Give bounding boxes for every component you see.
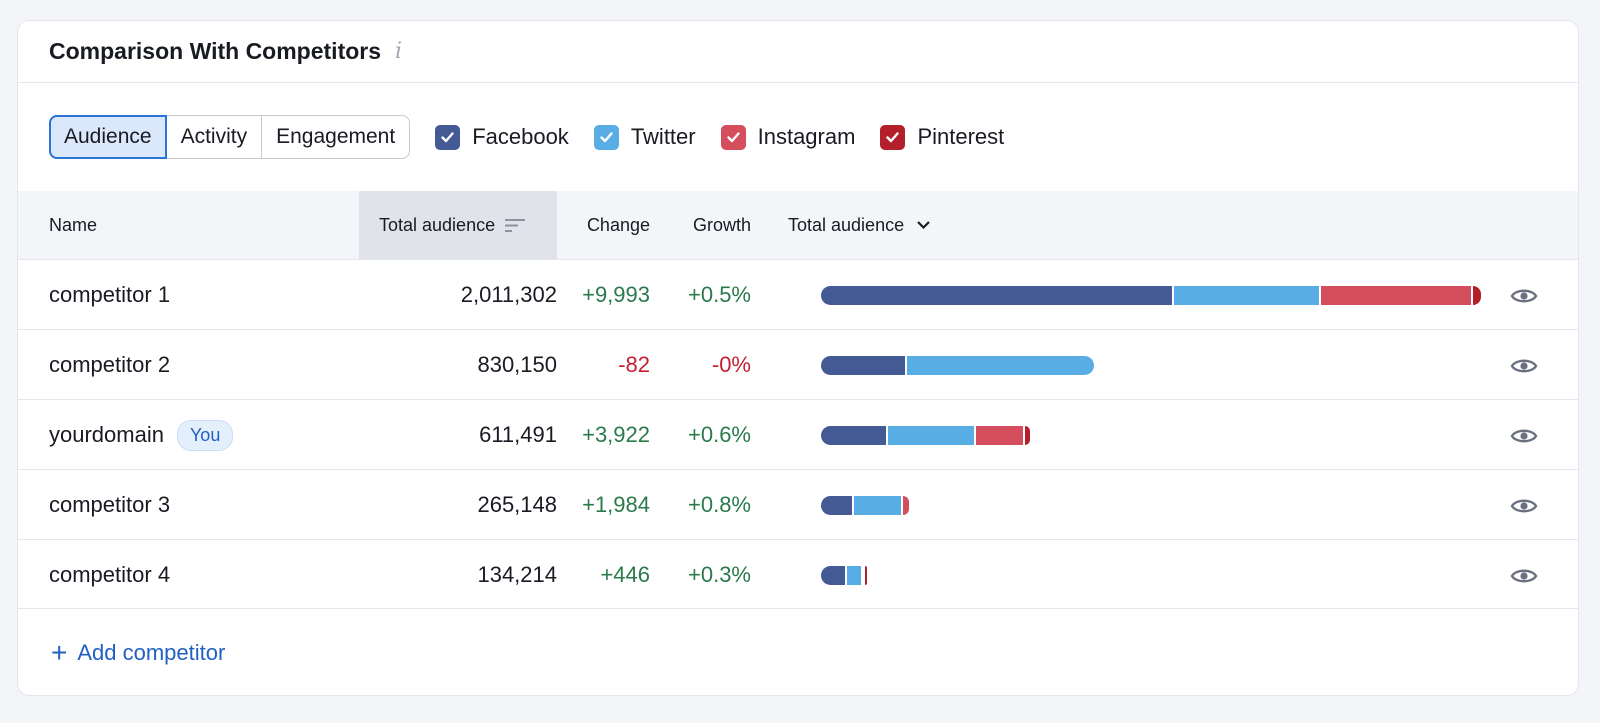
add-competitor-button[interactable]: + Add competitor	[51, 639, 225, 667]
audience-bar[interactable]	[821, 566, 867, 585]
change-value: +3,922	[582, 422, 650, 447]
legend-item-instagram[interactable]: Instagram	[720, 124, 856, 150]
competitor-name[interactable]: competitor 3	[49, 492, 171, 517]
audience-bar[interactable]	[821, 356, 1094, 375]
checkbox-pinterest[interactable]	[880, 124, 906, 150]
eye-icon[interactable]	[1510, 492, 1538, 520]
competitor-name[interactable]: competitor 2	[49, 352, 171, 377]
growth-value: +0.5%	[688, 282, 751, 307]
growth-value: +0.8%	[688, 492, 751, 517]
card-header: Comparison With Competitors i	[18, 21, 1578, 83]
bar-segment-pinterest	[865, 566, 867, 585]
total-audience-value: 830,150	[477, 352, 557, 377]
growth-value: +0.3%	[688, 562, 751, 587]
audience-bar[interactable]	[821, 426, 1030, 445]
legend-label: Twitter	[630, 124, 696, 149]
table-row: competitor 4 134,214 +446 +0.3%	[18, 539, 1578, 609]
legend-item-twitter[interactable]: Twitter	[593, 124, 696, 150]
bar-segment-twitter	[854, 496, 903, 515]
total-audience-value: 2,011,302	[460, 282, 557, 307]
you-badge: You	[176, 419, 234, 451]
bar-segment-pinterest	[1025, 426, 1030, 445]
tab-activity[interactable]: Activity	[167, 116, 263, 158]
growth-value: +0.6%	[688, 422, 751, 447]
legend-label: Pinterest	[917, 124, 1005, 149]
change-value: +1,984	[582, 492, 650, 517]
total-audience-value: 134,214	[477, 562, 557, 587]
checkbox-twitter[interactable]	[593, 124, 619, 150]
change-value: +9,993	[582, 282, 650, 307]
total-audience-value: 611,491	[479, 422, 557, 447]
eye-icon[interactable]	[1510, 422, 1538, 450]
bar-segment-twitter	[847, 566, 863, 585]
legend-item-facebook[interactable]: Facebook	[435, 124, 569, 150]
bar-segment-instagram	[903, 496, 909, 515]
bar-segment-instagram	[976, 426, 1025, 445]
plus-icon: +	[51, 637, 68, 668]
tab-audience[interactable]: Audience	[49, 115, 167, 159]
table-row: competitor 1 2,011,302 +9,993 +0.5%	[18, 259, 1578, 329]
check-icon	[441, 131, 454, 142]
column-total-audience[interactable]: Total audience	[359, 191, 557, 259]
bar-segment-twitter	[888, 426, 976, 445]
eye-icon[interactable]	[1510, 352, 1538, 380]
audience-bar[interactable]	[821, 496, 909, 515]
row-name: competitor 4	[49, 540, 170, 610]
bar-segment-facebook	[821, 286, 1174, 305]
checkbox-instagram[interactable]	[720, 124, 746, 150]
row-name: competitor 2	[49, 330, 170, 400]
legend-item-pinterest[interactable]: Pinterest	[880, 124, 1004, 150]
bar-segment-facebook	[821, 496, 854, 515]
row-name: competitor 1	[49, 260, 170, 330]
table-row: competitor 3 265,148 +1,984 +0.8%	[18, 469, 1578, 539]
competitor-name[interactable]: competitor 4	[49, 562, 171, 587]
change-value: +446	[600, 562, 650, 587]
bar-segment-twitter	[1174, 286, 1321, 305]
change-value: -82	[618, 352, 650, 377]
column-change[interactable]: Change	[586, 214, 650, 235]
row-name: yourdomain You	[49, 400, 234, 470]
bar-segment-facebook	[821, 426, 888, 445]
competitor-name[interactable]: yourdomain	[49, 422, 164, 447]
table-header: Name Total audience Change Growth Total …	[18, 191, 1578, 259]
legend-label: Instagram	[757, 124, 856, 149]
table-row: yourdomain You 611,491 +3,922 +0.6%	[18, 399, 1578, 469]
check-icon	[726, 131, 740, 142]
total-audience-value: 265,148	[477, 492, 557, 517]
card-title: Comparison With Competitors	[49, 38, 382, 64]
eye-icon[interactable]	[1510, 562, 1538, 590]
add-competitor-label: Add competitor	[77, 640, 226, 665]
column-total-audience-label: Total audience	[379, 214, 496, 235]
comparison-card: Comparison With Competitors i Audience A…	[17, 20, 1579, 696]
bar-segment-pinterest	[1473, 286, 1481, 305]
bar-segment-instagram	[1321, 286, 1473, 305]
metric-tabs: Audience Activity Engagement	[49, 115, 411, 159]
legend-label: Facebook	[472, 124, 569, 149]
checkbox-facebook[interactable]	[435, 124, 461, 150]
competitor-name[interactable]: competitor 1	[49, 282, 171, 307]
bar-segment-facebook	[821, 356, 907, 375]
bar-segment-facebook	[821, 566, 847, 585]
column-chart[interactable]: Total audience	[788, 191, 931, 259]
column-name[interactable]: Name	[49, 214, 98, 235]
check-icon	[600, 131, 613, 142]
row-name: competitor 3	[49, 470, 170, 540]
bar-segment-twitter	[907, 356, 1094, 375]
column-growth[interactable]: Growth	[692, 214, 751, 235]
audience-bar[interactable]	[821, 286, 1481, 305]
table-row: competitor 2 830,150 -82 -0%	[18, 329, 1578, 399]
table-body: competitor 1 2,011,302 +9,993 +0.5% competit…	[18, 259, 1578, 609]
info-icon[interactable]: i	[395, 38, 403, 64]
bar-segment-instagram	[863, 566, 865, 585]
check-icon	[886, 131, 900, 142]
growth-value: -0%	[711, 352, 751, 377]
controls-bar: Audience Activity Engagement Facebook Twi…	[18, 83, 1578, 191]
column-chart-label: Total audience	[788, 214, 905, 235]
eye-icon[interactable]	[1510, 282, 1538, 310]
sort-icon	[505, 218, 526, 232]
tab-engagement[interactable]: Engagement	[276, 125, 396, 148]
network-legend: Facebook Twitter Instagram Pinterest	[435, 124, 1029, 150]
chevron-down-icon	[917, 221, 930, 230]
